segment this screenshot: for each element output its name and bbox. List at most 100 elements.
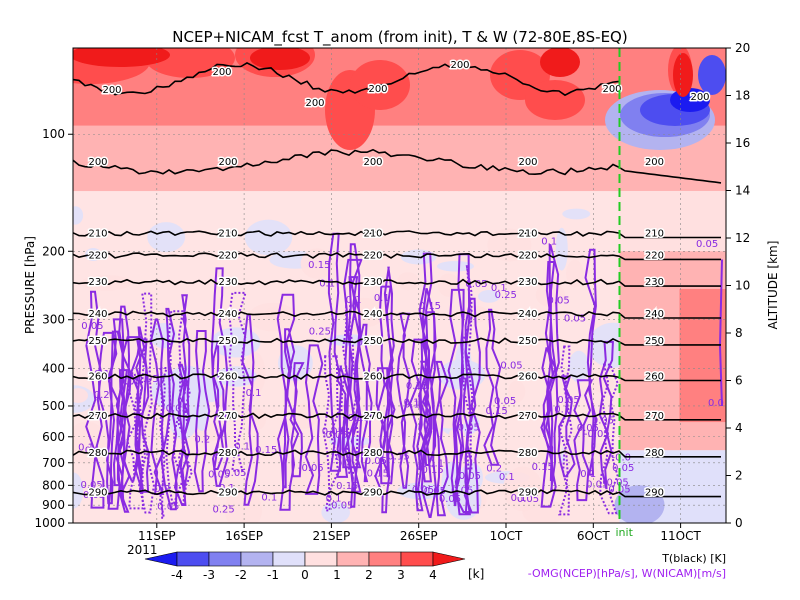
altitude-axis: 0 2 4 6 8 10 12 14 16 18 20 (726, 41, 750, 530)
colorbar-swatch (336, 551, 370, 567)
w-contour-label: 0.1 (499, 472, 515, 483)
temperature-contour-label: 260 (518, 372, 537, 383)
temperature-contour (73, 412, 721, 421)
temperature-contour-label: 290 (645, 488, 664, 499)
w-contour-label: 0.25 (309, 327, 331, 338)
w-contour (584, 248, 597, 476)
anomaly-blob (566, 259, 584, 288)
vertical-velocity-contours: 0.20.10.050.10.050.050.10.050.10.10.10.0… (78, 232, 724, 519)
w-contour-label: 0.1 (85, 445, 101, 456)
temperature-contour-label: 270 (88, 411, 107, 422)
w-contour (454, 253, 472, 516)
temperature-contour-label: 240 (88, 309, 107, 320)
w-contour (408, 338, 424, 512)
chart-title: NCEP+NICAM_fcst T_anom (from init), T & … (172, 28, 627, 47)
altitude-tick-label: 18 (735, 89, 750, 103)
anomaly-blob (250, 48, 310, 70)
colorbar-label: 3 (397, 568, 405, 582)
anomaly-blob (73, 388, 89, 403)
pressure-tick-label: 1000 (34, 516, 65, 530)
pressure-axis-label: PRESSURE [hPa] (23, 236, 37, 334)
w-contour (276, 293, 296, 489)
anomaly-blob (562, 208, 591, 220)
w-contour (598, 340, 614, 490)
w-contour-label: 0.1 (554, 405, 570, 416)
w-contour-label: 0.05 (331, 500, 353, 511)
temperature-contour-label: 200 (690, 92, 709, 103)
init-label: init (615, 526, 633, 539)
anomaly-blob (73, 206, 84, 225)
temperature-contour-label: 220 (218, 250, 237, 261)
w-contour-label: 0.15 (486, 406, 508, 417)
altitude-tick-label: 12 (735, 231, 750, 245)
w-contour (464, 297, 481, 514)
w-contour-label: 0.05 (592, 415, 614, 426)
w-contour (461, 265, 474, 472)
anomaly-blob (698, 55, 726, 95)
w-contour-label: 0.05 (166, 403, 188, 414)
pressure-axis: 100 200 300 400 500 600 700 800 900 1000 (34, 127, 73, 530)
w-contour-label: 0.05 (365, 456, 387, 467)
w-contour-label: 0.1 (78, 443, 94, 454)
w-contour-label: 0.1 (94, 369, 110, 380)
altitude-tick-label: 4 (735, 421, 743, 435)
colorbar-swatch (304, 551, 338, 567)
colorbar-label: 1 (333, 568, 341, 582)
pressure-tick-label: 300 (42, 313, 65, 327)
pressure-tick-label: 700 (42, 456, 65, 470)
w-contour-label: 0.15 (336, 481, 358, 492)
pressure-tick-label: 100 (42, 127, 65, 141)
pressure-tick-label: 900 (42, 498, 65, 512)
w-contour (97, 331, 114, 505)
w-contour-label: 0.15 (348, 413, 370, 424)
temperature-contour-label: 290 (88, 488, 107, 499)
temperature-contour-label: 200 (602, 84, 621, 95)
temperature-contour-label: 240 (518, 309, 537, 320)
w-contour-label: 0.15 (387, 452, 409, 463)
w-contour (483, 308, 502, 466)
time-tick-label: 11OCT (660, 529, 701, 543)
w-contour-label: 0.15 (419, 301, 441, 312)
anomaly-blob (477, 290, 500, 303)
temperature-contour (73, 60, 620, 97)
pressure-tick-label: 200 (42, 244, 65, 258)
w-contour (433, 360, 449, 517)
w-contour-label: 0.1 (404, 397, 420, 408)
temperature-contour-label: 200 (518, 157, 537, 168)
w-contour-label: 0.05 (458, 422, 480, 433)
w-contour-label: 0.1 (346, 295, 362, 306)
w-contour-label: 0.1 (491, 283, 507, 294)
w-contour (159, 367, 168, 519)
anomaly-blob (614, 485, 665, 523)
w-contour-label: 0.15 (367, 469, 389, 480)
temperature-contour-label: 200 (450, 60, 469, 71)
w-contour (557, 375, 576, 478)
anomaly-blob (525, 80, 585, 120)
velocity-legend-label: -OMG(NCEP)[hPa/s], W(NICAM)[m/s] (528, 567, 726, 580)
anomaly-blob (503, 466, 543, 512)
w-contour-label: 0.05 (81, 321, 103, 332)
w-contour-label: 0.05 (607, 477, 629, 488)
temperature-contour-label: 260 (218, 372, 237, 383)
w-contour-label: 0.05 (136, 374, 158, 385)
w-contour-label: 0.2 (336, 452, 352, 463)
w-contour-label: 0.1 (234, 441, 250, 452)
w-contour-label: 0.05 (465, 279, 487, 290)
w-contour-label: 0.1 (124, 377, 140, 388)
w-contour (210, 267, 229, 487)
temperature-contour-label: 200 (102, 85, 121, 96)
temperature-contour-label: 240 (645, 309, 664, 320)
w-contour (357, 323, 373, 483)
temperature-contour-label: 210 (363, 228, 382, 239)
w-contour (396, 312, 411, 489)
temperature-contour-label: 220 (88, 250, 107, 261)
w-contour (193, 330, 211, 493)
time-tick-label: 26SEP (400, 529, 438, 543)
colorbar-unit: [k] (468, 567, 484, 581)
w-contour (573, 379, 594, 502)
altitude-tick-label: 6 (735, 374, 743, 388)
temperature-contour-label: 280 (645, 448, 664, 459)
w-contour-label: 0.15 (255, 445, 277, 456)
w-contour (336, 365, 350, 478)
colorbar-swatch (368, 551, 402, 567)
